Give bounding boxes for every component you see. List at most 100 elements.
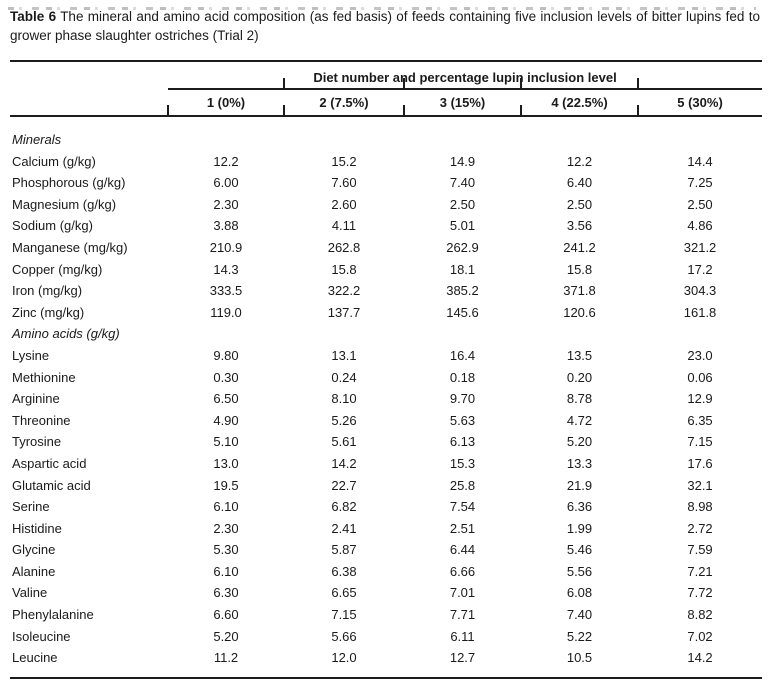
cell-value: 7.40 [566,607,593,623]
cell-value: 5.66 [331,628,357,644]
row-label: Glutamic acid [12,477,91,493]
cell-value: 6.82 [331,499,357,515]
cell-value: 2.60 [331,196,357,212]
cell-value: 5.87 [331,542,357,558]
cell-value: 3.56 [566,218,593,234]
cell-value: 6.08 [566,585,593,601]
column-boundary-tick [637,78,639,88]
cell-value: 6.60 [213,607,239,623]
cell-value: 18.1 [449,261,476,277]
cell-value: 304.3 [683,283,717,299]
table-row: Threonine 4.90 5.26 5.63 4.72 6.35 [10,410,762,432]
cell-value: 2.72 [687,520,713,536]
cell-value: 2.50 [687,196,713,212]
cell-value: 7.59 [687,542,713,558]
table-row: Glycine 5.30 5.87 6.44 5.46 7.59 [10,539,762,561]
row-label: Serine [12,499,50,515]
row-label: Iron (mg/kg) [12,283,83,299]
table-row: Aspartic acid 13.0 14.2 15.3 13.3 17.6 [10,453,762,475]
row-label: Methionine [12,369,76,385]
row-label: Calcium (g/kg) [12,153,96,169]
cell-value: 12.7 [449,650,476,666]
cell-value: 8.82 [687,607,713,623]
cell-value: 8.10 [331,391,357,407]
cell-value: 9.70 [449,391,476,407]
cell-value: 4.11 [331,218,357,234]
row-label: Zinc (mg/kg) [12,304,85,320]
cell-value: 14.9 [449,153,476,169]
cell-value: 17.2 [687,261,713,277]
cell-value: 5.63 [449,412,476,428]
cell-value: 8.98 [687,499,713,515]
cell-value: 19.5 [213,477,239,493]
row-label: Manganese (mg/kg) [12,239,128,255]
table-row: Phosphorous (g/kg) 6.00 7.60 7.40 6.40 7.25 [10,172,762,194]
table-row: Leucine 11.2 12.0 12.7 10.5 14.2 [10,647,762,678]
table-row: Sodium (g/kg) 3.88 4.11 5.01 3.56 4.86 [10,215,762,237]
composition-table: Diet number and percentage lupin inclusi… [10,60,763,679]
cell-value: 5.26 [331,412,357,428]
cell-value: 3.88 [213,218,239,234]
cell-value: 4.86 [687,218,713,234]
cell-value: 11.2 [213,650,239,666]
table-caption: Table 6 The mineral and amino acid compo… [10,7,760,45]
row-label: Glycine [12,542,56,558]
cell-value: 14.2 [331,455,357,471]
page: Table 6 The mineral and amino acid compo… [0,7,771,692]
cell-value: 241.2 [563,239,596,255]
clipped-text-artifact [8,7,756,10]
empty-header-cell [10,89,168,117]
column-boundary-tick [403,78,405,88]
cell-value: 12.0 [331,650,357,666]
cell-value: 7.02 [687,628,713,644]
column-boundary-tick [283,105,285,115]
table-row: Magnesium (g/kg) 2.30 2.60 2.50 2.50 2.50 [10,194,762,216]
caption-text: The mineral and amino acid composition (… [10,9,760,43]
table-header: Diet number and percentage lupin inclusi… [10,61,763,117]
table-row: Glutamic acid 19.5 22.7 25.8 21.9 32.1 [10,475,762,497]
cell-value: 120.6 [563,304,596,320]
row-label: Sodium (g/kg) [12,218,93,234]
cell-value: 6.11 [450,628,475,644]
cell-value: 25.8 [449,477,476,493]
cell-value: 7.72 [687,585,713,601]
cell-value: 2.50 [449,196,476,212]
cell-value: 5.30 [213,542,239,558]
cell-value: 13.1 [331,347,357,363]
cell-value: 5.20 [213,628,239,644]
cell-value: 5.61 [331,434,357,450]
table-container: Diet number and percentage lupin inclusi… [10,60,763,679]
cell-value: 8.78 [566,391,593,407]
cell-value: 385.2 [446,283,479,299]
row-label: Threonine [12,412,71,428]
table-row: Manganese (mg/kg) 210.9 262.8 262.9 241.2 321… [10,237,762,259]
cell-value: 12.2 [566,153,593,169]
cell-value: 321.2 [683,239,717,255]
cell-value: 137.7 [327,304,361,320]
cell-value: 1.99 [566,520,593,536]
column-header-diet-4: 4 (22.5%) [521,89,638,117]
cell-value: 7.60 [331,175,357,191]
section-header-row: Amino acids (g/kg) [10,323,762,345]
cell-value: 13.0 [213,455,239,471]
cell-value: 5.10 [213,434,239,450]
cell-value: 21.9 [566,477,593,493]
cell-value: 6.30 [213,585,239,601]
cell-value: 7.71 [449,607,476,623]
cell-value: 322.2 [327,283,361,299]
row-label: Lysine [12,347,50,363]
table-row: Tyrosine 5.10 5.61 6.13 5.20 7.15 [10,431,762,453]
row-label: Copper (mg/kg) [12,261,103,277]
cell-value: 0.30 [213,369,239,385]
cell-value: 210.9 [209,239,243,255]
column-boundary-tick [283,78,285,88]
cell-value: 6.10 [213,499,239,515]
row-label: Magnesium (g/kg) [12,196,117,212]
column-header-row: 1 (0%) 2 (7.5%) 3 (15%) 4 (22.5%) 5 (30%… [10,89,763,117]
cell-value: 5.46 [566,542,593,558]
cell-value: 14.3 [213,261,239,277]
table-row: Serine 6.10 6.82 7.54 6.36 8.98 [10,496,762,518]
group-header-row: Diet number and percentage lupin inclusi… [10,61,763,90]
cell-value: 371.8 [563,283,596,299]
column-header-diet-2: 2 (7.5%) [284,89,404,117]
